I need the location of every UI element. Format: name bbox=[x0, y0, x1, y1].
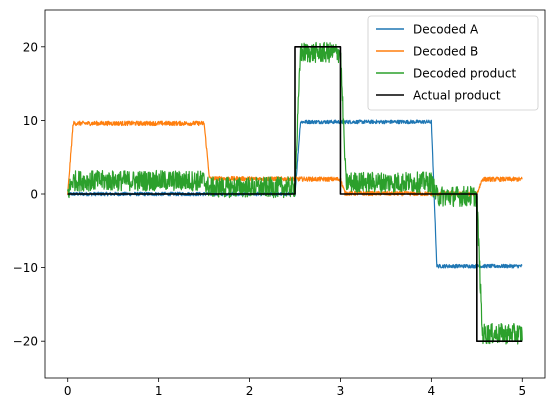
x-tick-label: 5 bbox=[518, 384, 526, 398]
series-line-decoded-product bbox=[67, 41, 523, 345]
x-tick-label: 0 bbox=[64, 384, 72, 398]
legend-label: Decoded B bbox=[413, 45, 478, 59]
y-tick-label: 20 bbox=[23, 40, 38, 54]
x-tick-label: 1 bbox=[155, 384, 163, 398]
x-tick-label: 3 bbox=[337, 384, 345, 398]
y-axis: −20 −10 0 10 20 bbox=[13, 40, 45, 349]
legend-label: Actual product bbox=[413, 89, 501, 103]
x-axis: 0 1 2 3 4 5 bbox=[64, 378, 526, 398]
y-tick-label: −20 bbox=[13, 335, 38, 349]
y-tick-label: −10 bbox=[13, 261, 38, 275]
y-tick-label: 0 bbox=[30, 188, 38, 202]
x-tick-label: 4 bbox=[428, 384, 436, 398]
y-tick-label: 10 bbox=[23, 114, 38, 128]
plot-area bbox=[67, 41, 523, 345]
legend-label: Decoded A bbox=[413, 23, 479, 37]
series-line-actual-product bbox=[67, 46, 523, 342]
legend-box bbox=[367, 15, 539, 111]
legend: Decoded A Decoded B Decoded product Actual … bbox=[367, 15, 539, 111]
x-tick-label: 2 bbox=[246, 384, 254, 398]
legend-label: Decoded product bbox=[413, 67, 516, 81]
